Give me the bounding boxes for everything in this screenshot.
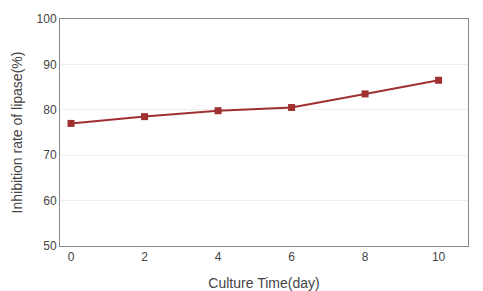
svg-text:0: 0 <box>68 250 75 264</box>
svg-text:6: 6 <box>288 250 295 264</box>
svg-text:Culture Time(day): Culture Time(day) <box>208 275 319 291</box>
svg-text:50: 50 <box>43 239 57 253</box>
svg-text:100: 100 <box>37 12 57 26</box>
svg-text:90: 90 <box>43 58 57 72</box>
svg-text:2: 2 <box>141 250 148 264</box>
svg-text:4: 4 <box>215 250 222 264</box>
svg-text:80: 80 <box>43 103 57 117</box>
svg-text:70: 70 <box>43 148 57 162</box>
svg-text:Inhibition rate of lipase(%): Inhibition rate of lipase(%) <box>9 52 25 214</box>
svg-text:10: 10 <box>432 250 446 264</box>
svg-text:8: 8 <box>362 250 369 264</box>
svg-text:60: 60 <box>43 194 57 208</box>
